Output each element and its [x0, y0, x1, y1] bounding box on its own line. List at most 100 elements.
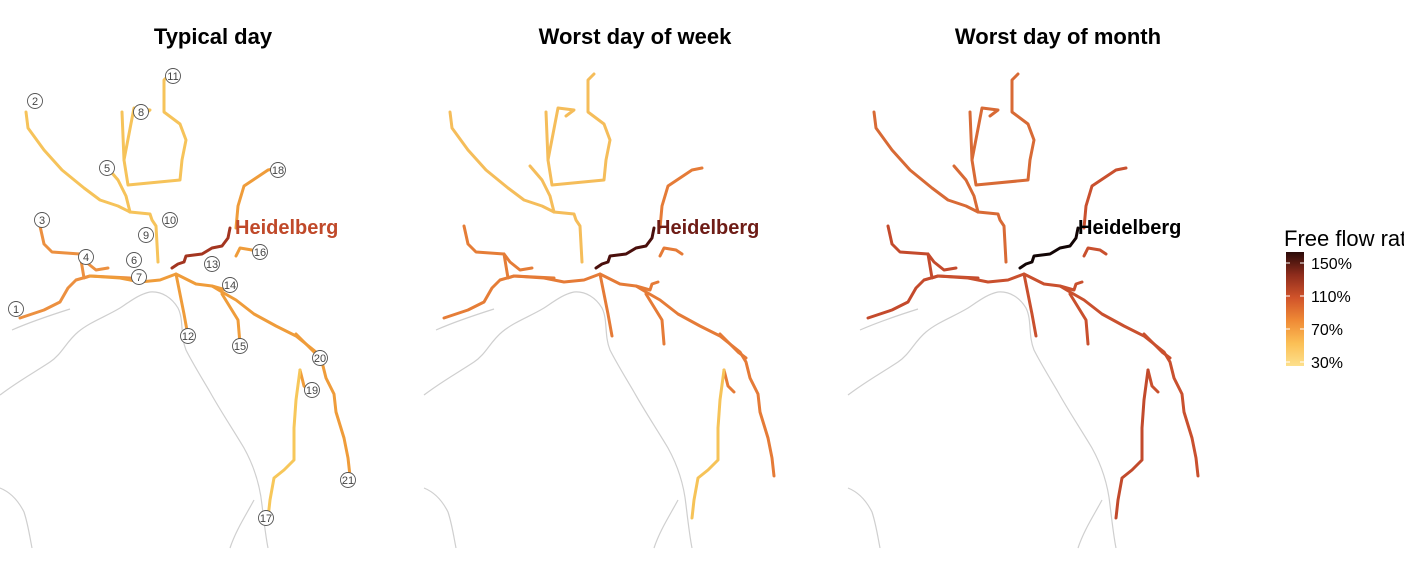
route-line	[952, 164, 980, 214]
label-circle	[131, 269, 147, 285]
route-network	[866, 72, 1200, 520]
route-line	[1058, 280, 1084, 292]
route-line	[634, 280, 660, 292]
route-line	[1082, 166, 1128, 230]
label-circle	[162, 212, 178, 228]
route-number-label: 5	[99, 160, 115, 176]
route-line	[690, 368, 726, 520]
route-line	[598, 272, 614, 338]
route-line	[462, 224, 556, 280]
route-number-label: 21	[340, 472, 356, 488]
route-number-label: 9	[138, 227, 154, 243]
route-line	[866, 274, 940, 320]
route-number: 4	[83, 252, 89, 264]
route-line	[120, 72, 188, 187]
route-number: 20	[314, 353, 326, 365]
map-panel-week: Worst day of week Heidelberg	[423, 24, 776, 549]
route-number: 21	[342, 475, 354, 487]
route-number-label: 15	[232, 338, 248, 354]
route-line	[18, 274, 92, 320]
route-line	[658, 166, 704, 230]
panel-title: Worst day of week	[539, 24, 733, 49]
coastline-path	[0, 487, 33, 549]
label-circle	[27, 93, 43, 109]
route-number-label: 14	[222, 277, 238, 293]
label-circle	[340, 472, 356, 488]
route-number: 17	[260, 513, 272, 525]
heidelberg-route	[594, 226, 656, 270]
coastline-path	[229, 499, 255, 549]
route-line	[926, 252, 958, 272]
label-circle	[165, 68, 181, 84]
route-number-label: 4	[78, 249, 94, 265]
route-number-label: 12	[180, 328, 196, 344]
route-number: 5	[104, 163, 110, 175]
heidelberg-label: Heidelberg	[235, 217, 338, 239]
coastline-path	[653, 499, 679, 549]
route-line	[174, 272, 190, 338]
route-line	[722, 368, 736, 394]
route-line	[442, 274, 516, 320]
route-line	[1146, 368, 1160, 394]
route-line	[544, 72, 612, 187]
route-line	[872, 110, 980, 214]
route-line	[24, 110, 132, 214]
route-number: 14	[224, 280, 236, 292]
route-line	[968, 72, 1036, 187]
route-line	[234, 166, 280, 230]
route-number: 18	[272, 165, 284, 177]
route-line	[886, 224, 980, 280]
legend-tick-label: 70%	[1311, 322, 1343, 339]
route-number: 3	[39, 215, 45, 227]
coastline-path	[1077, 499, 1103, 549]
route-line	[512, 272, 776, 478]
route-line	[1022, 272, 1038, 338]
route-number-label: 11	[165, 68, 181, 84]
route-number: 12	[182, 331, 194, 343]
label-circle	[133, 104, 149, 120]
legend-colorbar	[1286, 252, 1304, 366]
route-number: 8	[138, 107, 144, 119]
coastline-path	[11, 308, 71, 331]
route-number: 11	[167, 71, 178, 83]
panel-title: Worst day of month	[955, 24, 1161, 49]
map-panel-typical: Typical dayHeidelberg1234567891011121314…	[0, 24, 356, 549]
route-number-label: 18	[270, 162, 286, 178]
route-number: 16	[254, 247, 266, 259]
route-line	[976, 210, 1008, 264]
route-number-label: 10	[162, 212, 178, 228]
route-number: 6	[131, 255, 137, 267]
route-line	[128, 210, 160, 264]
label-circle	[78, 249, 94, 265]
legend: Free flow ratio 150% 110% 70% 30%	[1284, 226, 1404, 372]
coastline-path	[423, 291, 693, 549]
panel-title: Typical day	[154, 24, 273, 49]
label-circle	[258, 510, 274, 526]
route-line	[448, 110, 556, 214]
route-network	[18, 72, 352, 520]
route-number: 1	[13, 304, 19, 316]
label-circle	[222, 277, 238, 293]
route-line	[552, 210, 584, 264]
route-number-label: 16	[252, 244, 268, 260]
legend-title: Free flow ratio	[1284, 226, 1404, 251]
route-number-label: 7	[131, 269, 147, 285]
route-number-label: 3	[34, 212, 50, 228]
heidelberg-label: Heidelberg	[1078, 217, 1181, 239]
label-circle	[34, 212, 50, 228]
route-line	[1114, 368, 1150, 520]
route-number-label: 20	[312, 350, 328, 366]
route-number: 2	[32, 96, 38, 108]
label-circle	[138, 227, 154, 243]
route-line	[658, 246, 684, 258]
label-circle	[252, 244, 268, 260]
route-number-label: 6	[126, 252, 142, 268]
route-number: 15	[234, 341, 246, 353]
route-number-label: 17	[258, 510, 274, 526]
route-number-label: 19	[304, 382, 320, 398]
heidelberg-route	[1018, 226, 1080, 270]
route-number-label: 1	[8, 301, 24, 317]
label-circle	[204, 256, 220, 272]
